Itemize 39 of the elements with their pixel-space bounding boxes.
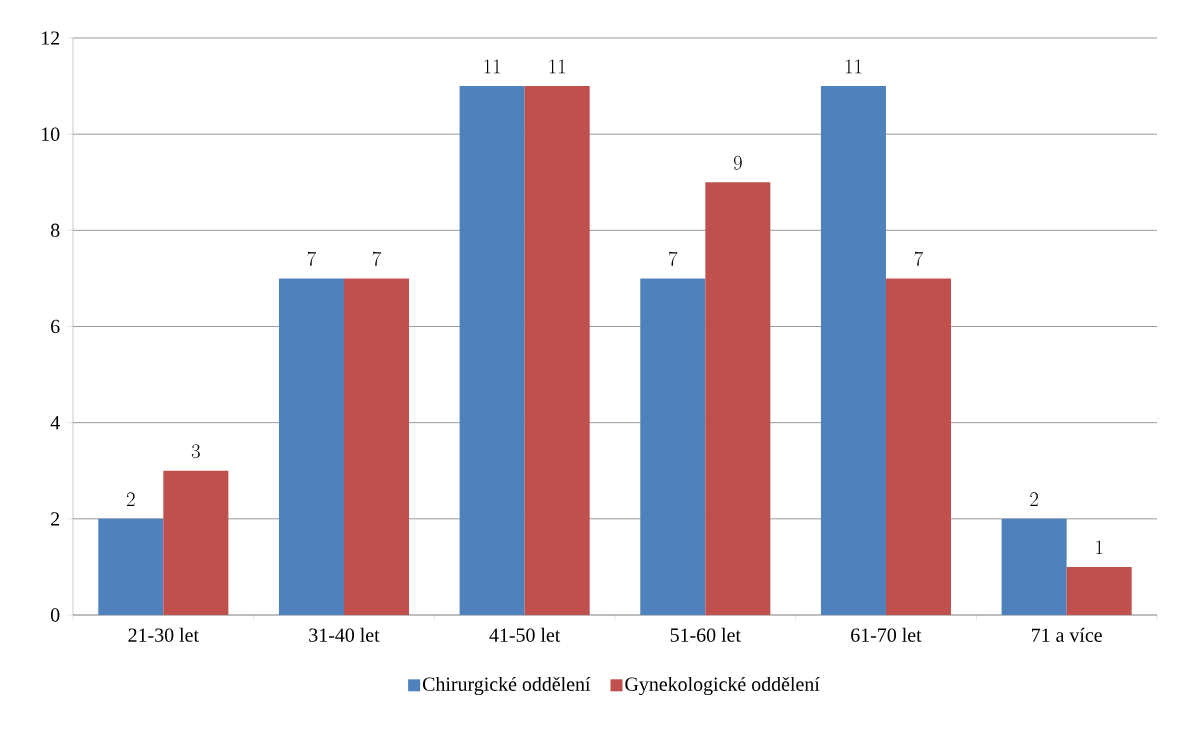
bar [820, 86, 886, 615]
bar [524, 86, 590, 615]
legend-label: Chirurgické oddělení [422, 676, 591, 696]
x-tick-label: 71 a více [1031, 627, 1102, 642]
y-tick-label: 4 [50, 416, 60, 430]
bar [278, 278, 344, 615]
bar [640, 278, 706, 615]
data-label: 7 [669, 251, 678, 266]
data-label: 7 [372, 251, 382, 266]
bar [885, 278, 952, 615]
y-tick-label: 6 [51, 319, 60, 334]
y-tick-label: 12 [41, 31, 60, 45]
data-label: 3 [191, 444, 200, 459]
bar [343, 278, 410, 615]
bar [98, 518, 164, 615]
data-label: 2 [126, 492, 135, 506]
y-tick-label: 0 [50, 608, 60, 622]
bar [1066, 566, 1132, 615]
data-label: 2 [1030, 492, 1038, 506]
y-tick-label: 2 [51, 512, 60, 526]
bar [1001, 518, 1067, 615]
data-label: 11 [549, 59, 566, 74]
data-label: 11 [845, 59, 862, 74]
data-label: 11 [484, 59, 501, 74]
bar [459, 86, 525, 615]
bar [705, 182, 771, 615]
data-label: 7 [914, 251, 924, 266]
x-tick-label: 21-30 let [128, 627, 199, 642]
bar [163, 470, 229, 615]
data-label: 1 [1096, 540, 1103, 555]
data-label: 9 [733, 155, 742, 170]
y-tick-label: 8 [50, 223, 60, 238]
x-tick-label: 51-60 let [670, 627, 741, 642]
data-label: 7 [307, 251, 317, 266]
y-tick-label: 10 [41, 127, 60, 141]
legend-label: Gynekologické oddělení [625, 676, 820, 696]
x-tick-label: 31-40 let [309, 627, 380, 642]
x-tick-label: 61-70 let [851, 627, 922, 642]
x-tick-label: 41-50 let [489, 627, 561, 642]
